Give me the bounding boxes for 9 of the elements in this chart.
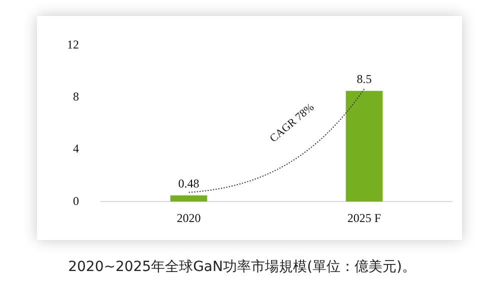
x-tick-label: 2020 xyxy=(176,210,201,225)
data-label: 0.48 xyxy=(178,176,200,190)
y-tick-label: 8 xyxy=(73,89,79,104)
y-tick-label: 12 xyxy=(67,37,79,52)
y-tick-label: 0 xyxy=(73,194,79,208)
data-label: 8.5 xyxy=(356,72,372,86)
text: 2020~2025年全球GaN功率市場規模(單位：億美元)。 xyxy=(67,258,417,276)
x-tick-label: 2025 F xyxy=(347,210,382,225)
y-tick-label: 4 xyxy=(73,142,79,156)
